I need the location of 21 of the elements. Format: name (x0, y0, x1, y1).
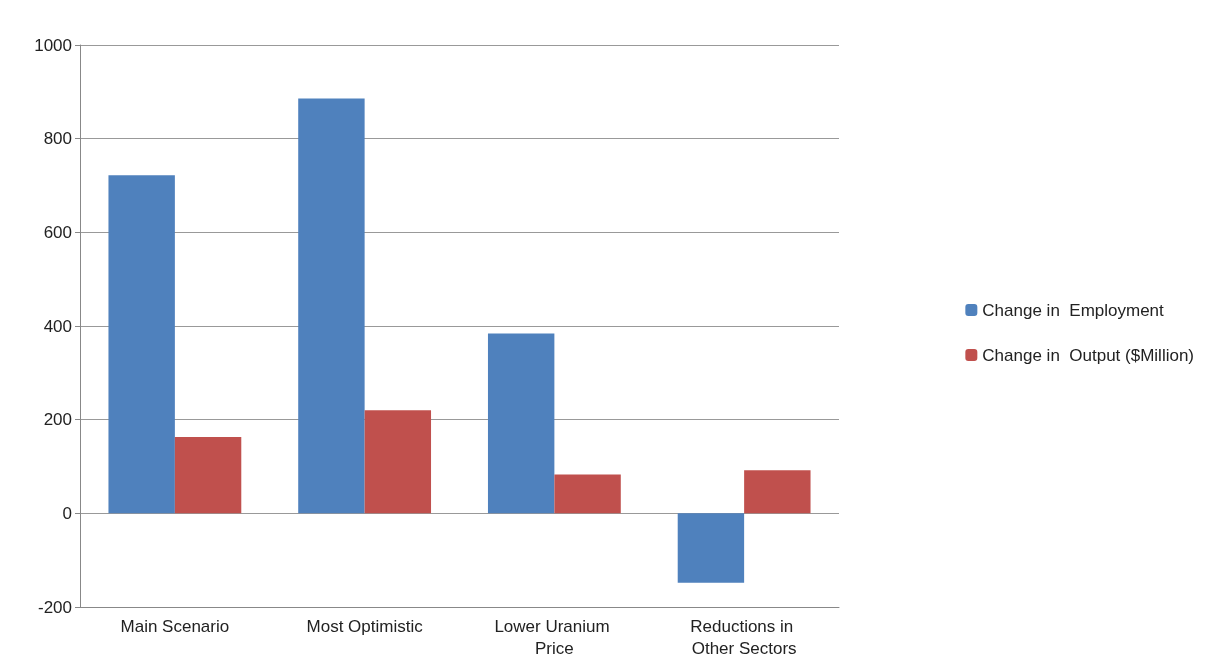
y-tick-label: 1000 (34, 35, 72, 55)
legend-label: Change in Employment (982, 300, 1165, 320)
y-tick-label: 800 (43, 129, 72, 149)
y-tick-label: -200 (37, 597, 72, 617)
x-tick-label: Lower Uranium Price (494, 616, 615, 658)
bar (554, 474, 621, 514)
bar (298, 98, 365, 514)
bar (108, 175, 175, 514)
x-tick-label: Reductions in Other Sectors (690, 616, 798, 658)
bar (364, 410, 432, 514)
x-tick-label: Most Optimistic (306, 616, 424, 636)
y-tick-label: 200 (43, 410, 72, 430)
x-tick-label: Main Scenario (120, 616, 230, 636)
bar (487, 333, 555, 514)
y-tick-label: 400 (43, 316, 72, 336)
bar (744, 470, 811, 514)
y-tick-label: 0 (62, 503, 72, 523)
bar (174, 437, 242, 514)
bar (677, 513, 745, 583)
y-tick-label: 600 (43, 222, 72, 242)
legend-label: Change in Output ($Million) (982, 345, 1195, 365)
